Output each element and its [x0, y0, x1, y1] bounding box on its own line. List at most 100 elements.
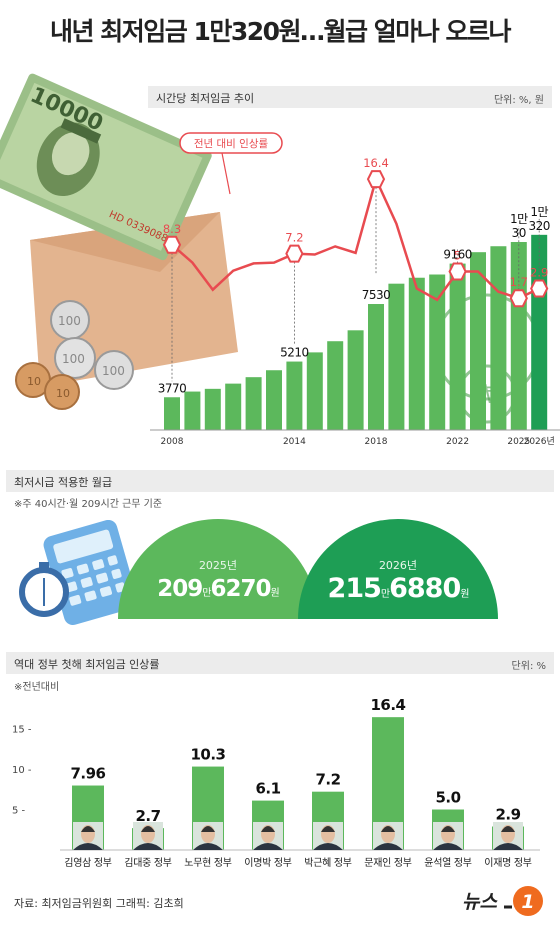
wage-bar [327, 341, 344, 430]
x-tick-label: 2018 [365, 437, 388, 447]
gov-first-year-chart: 15 -10 -5 - 7.962.710.36.1 7.216.45.02.9 … [12, 696, 540, 869]
svg-text:10: 10 [27, 375, 41, 388]
page-title: 내년 최저임금 1만320원…월급 얼마나 오르나 [50, 17, 511, 46]
suit-shape [133, 843, 163, 850]
x-tick-label: 2026년 [524, 436, 555, 447]
svg-text:100: 100 [62, 352, 85, 366]
news1-logo: 뉴스 1 [462, 884, 546, 922]
y-tick-label: 15 - [12, 725, 32, 736]
government-label: 이재명 정부 [484, 857, 531, 869]
rate-label: 2.9 [530, 266, 548, 280]
suit-shape [73, 843, 103, 850]
wage-bar [245, 377, 262, 430]
rate-marker [285, 244, 304, 263]
stopwatch-icon [19, 562, 69, 617]
wage-bar [490, 246, 507, 430]
government-label: 이명박 정부 [244, 857, 291, 869]
rate-value-label: 5.0 [435, 789, 460, 807]
suit-shape [373, 843, 403, 850]
x-tick-label: 2025 [507, 437, 530, 447]
rate-line [171, 175, 540, 302]
rate-value-label: 16.4 [370, 696, 405, 714]
hair-shape [381, 826, 395, 832]
wage-2026-won: 원 [460, 589, 469, 600]
wage-2026-main: 215 [327, 573, 382, 604]
government-label: 김영삼 정부 [64, 857, 111, 869]
suit-shape [253, 843, 283, 850]
government-label: 윤석열 정부 [424, 857, 471, 869]
wage-label: 7530 [362, 288, 391, 302]
wage-2026-sub: 6880 [389, 573, 461, 604]
wage-2025-main: 209 [157, 576, 203, 602]
suit-shape [433, 843, 463, 850]
section3-title: 역대 정부 첫해 최저임금 인상률 [14, 658, 160, 671]
suit-shape [193, 843, 223, 850]
x-tick-label: 2008 [161, 437, 184, 447]
section2-title: 최저시급 적용한 월급 [14, 476, 113, 489]
government-label: 김대중 정부 [124, 857, 171, 869]
rate-value-label: 7.2 [315, 771, 340, 789]
wage-label: 1만 [510, 212, 528, 226]
wage-bar [266, 370, 282, 430]
x-tick-label: 2014 [283, 437, 306, 447]
section3-unit: 단위: % [511, 661, 546, 672]
wage-bar [184, 391, 201, 430]
svg-text:100: 100 [58, 314, 81, 328]
gauge-2026-label: 2026년 [378, 559, 418, 572]
y-tick-label: 5 - [12, 806, 26, 817]
logo-text: 뉴스 [462, 891, 498, 913]
rate-value-label: 2.9 [495, 806, 520, 824]
section1-title: 시간당 최저임금 추이 [156, 92, 255, 105]
rate-value-label: 10.3 [190, 746, 225, 764]
rate-marker [509, 289, 528, 308]
rate-label: 1.7 [510, 275, 528, 289]
government-label: 박근혜 정부 [304, 857, 351, 869]
president-photo [193, 822, 223, 850]
rate-marker [366, 170, 386, 189]
president-photo [493, 822, 523, 850]
section2-note: ※주 40시간·월 209시간 근무 기준 [14, 499, 163, 510]
president-photo [433, 822, 463, 850]
wage-label: 9160 [443, 248, 472, 262]
wage-bar [347, 330, 364, 430]
rate-value-label: 6.1 [255, 780, 280, 798]
president-photo [373, 822, 403, 850]
wage-label: 320 [528, 219, 549, 233]
president-photo [253, 822, 283, 850]
rate-marker [530, 279, 549, 298]
hair-shape [81, 826, 95, 832]
wage-bar [470, 252, 486, 430]
min-wage-trend-chart: ₩ 8.37.216.451.72.937705210753091601만301… [150, 132, 560, 447]
hair-shape [201, 826, 215, 832]
svg-text:100: 100 [102, 364, 125, 378]
callout-text: 전년 대비 인상률 [194, 138, 269, 150]
wage-gauge-2025 [118, 519, 318, 619]
wage-2025: 209만6270원 [118, 576, 318, 602]
hair-shape [261, 826, 275, 832]
banknote-icon: 10000 HD 0339088 [0, 73, 212, 261]
calculator-illustration [19, 520, 138, 626]
wage-bar [449, 263, 466, 430]
hair-shape [321, 826, 335, 832]
source-credit: 자료: 최저임금위원회 그래픽: 김초희 [14, 897, 184, 910]
president-photo [133, 822, 163, 850]
x-tick-label: 2022 [446, 437, 469, 447]
wage-bar [429, 274, 446, 430]
y-tick-label: 10 - [12, 765, 32, 776]
wage-bar [225, 383, 242, 430]
wage-2025-won: 원 [270, 588, 280, 599]
wage-bar [164, 397, 180, 430]
rate-label: 16.4 [363, 156, 389, 170]
wage-label: 30 [512, 226, 526, 240]
suit-shape [313, 843, 343, 850]
wage-gauge-2026 [298, 519, 498, 619]
rate-value-label: 7.96 [70, 765, 105, 783]
section3-note: ※전년대비 [14, 682, 60, 693]
section2-header: 최저시급 적용한 월급 [6, 470, 554, 492]
government-label: 노무현 정부 [184, 857, 231, 869]
wage-bar [408, 277, 425, 430]
president-photo [73, 822, 103, 850]
rate-label: 8.3 [163, 222, 181, 236]
gauge-2025-label: 2025년 [198, 559, 238, 572]
wage-bar [510, 242, 527, 430]
